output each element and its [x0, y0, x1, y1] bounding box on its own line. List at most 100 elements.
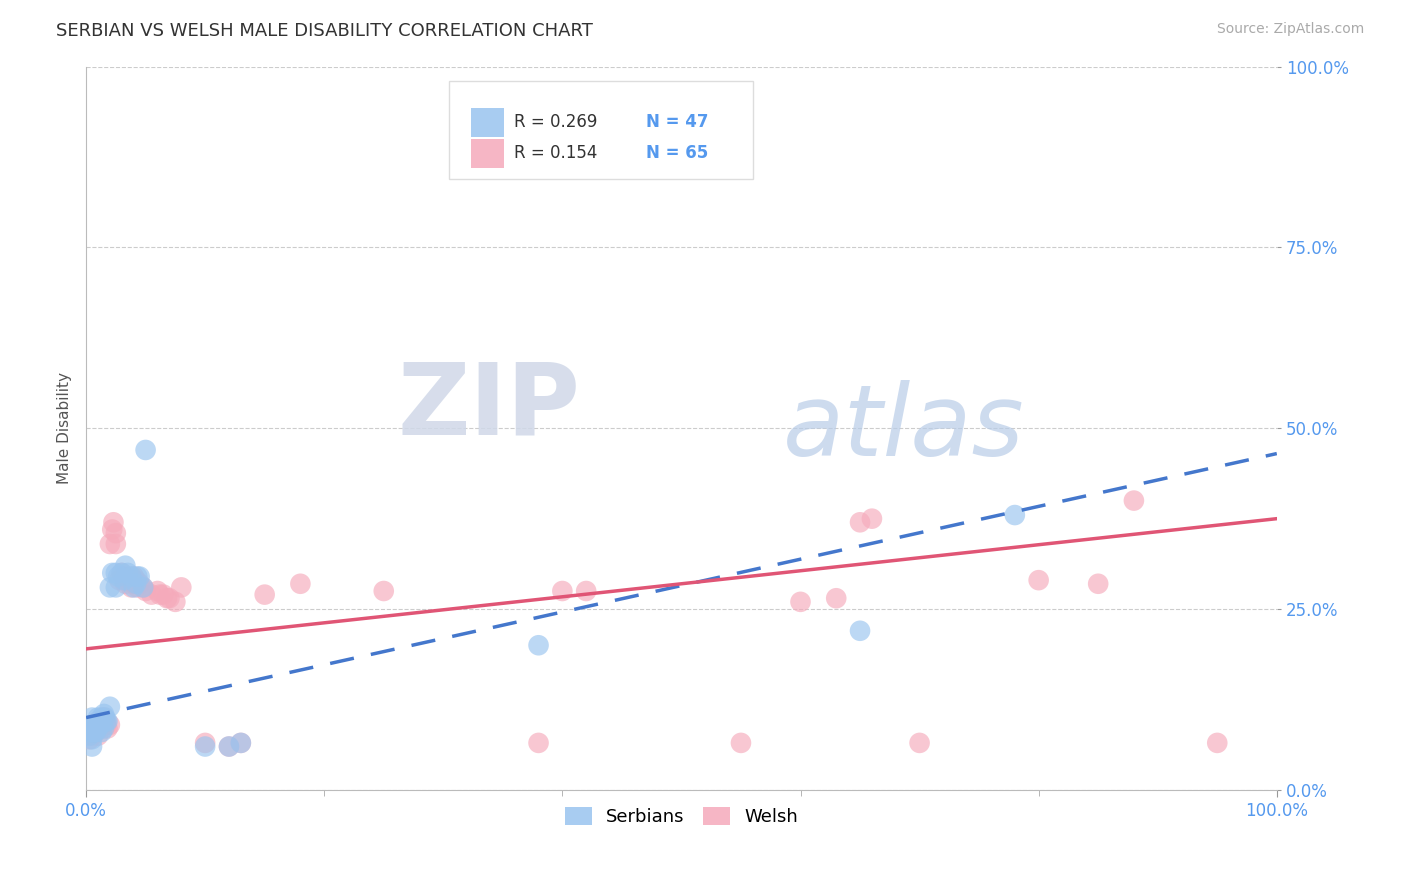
Point [128, 576, 150, 591]
Point [132, 581, 155, 595]
Point [860, 511, 883, 525]
Point [104, 526, 127, 541]
Point [93, 706, 115, 721]
Text: R = 0.269: R = 0.269 [513, 113, 598, 131]
Point [84, 725, 107, 739]
Point [849, 516, 872, 530]
Point [80, 718, 103, 732]
Point [79, 732, 101, 747]
Text: N = 65: N = 65 [645, 145, 709, 162]
Point [89, 718, 111, 732]
Point [575, 584, 598, 599]
Point [112, 569, 135, 583]
Text: N = 47: N = 47 [645, 113, 709, 131]
Point [103, 516, 125, 530]
Point [96, 722, 118, 736]
Point [135, 584, 157, 599]
Point [89, 722, 111, 736]
Point [127, 581, 149, 595]
Text: R = 0.154: R = 0.154 [513, 145, 598, 162]
Point [104, 537, 127, 551]
Point [1028, 573, 1050, 587]
Point [80, 729, 103, 743]
Text: Source: ZipAtlas.com: Source: ZipAtlas.com [1216, 22, 1364, 37]
Point [79, 729, 101, 743]
Point [373, 584, 395, 599]
Point [135, 442, 157, 457]
Point [218, 739, 240, 754]
Point [229, 736, 252, 750]
Point [90, 710, 112, 724]
Point [90, 718, 112, 732]
Point [83, 722, 105, 736]
Point [80, 710, 103, 724]
Point [84, 725, 107, 739]
Point [527, 736, 550, 750]
Point [120, 581, 142, 595]
Point [122, 581, 145, 595]
Point [125, 573, 148, 587]
Point [218, 739, 240, 754]
Point [194, 739, 217, 754]
Point [82, 718, 104, 732]
Point [152, 588, 174, 602]
Point [93, 722, 115, 736]
Point [122, 576, 145, 591]
Point [86, 718, 108, 732]
Y-axis label: Male Disability: Male Disability [58, 372, 72, 484]
Point [98, 581, 121, 595]
Point [125, 576, 148, 591]
Point [165, 595, 187, 609]
Point [108, 573, 131, 587]
Point [114, 558, 136, 573]
Point [114, 576, 136, 591]
Point [94, 714, 117, 729]
Point [194, 736, 217, 750]
FancyBboxPatch shape [450, 81, 752, 178]
Point [111, 566, 134, 580]
Point [101, 523, 124, 537]
Point [157, 591, 180, 606]
Point [146, 584, 169, 599]
Text: SERBIAN VS WELSH MALE DISABILITY CORRELATION CHART: SERBIAN VS WELSH MALE DISABILITY CORRELA… [56, 22, 593, 40]
Point [87, 710, 110, 724]
Point [1004, 508, 1026, 522]
Point [132, 581, 155, 595]
Point [104, 566, 127, 580]
Legend: Serbians, Welsh: Serbians, Welsh [555, 797, 807, 835]
Point [98, 718, 121, 732]
Point [229, 736, 252, 750]
Point [98, 699, 121, 714]
Point [141, 588, 163, 602]
Point [83, 718, 105, 732]
Point [1206, 736, 1229, 750]
Point [83, 725, 105, 739]
Point [527, 638, 550, 652]
Point [117, 573, 139, 587]
Point [80, 732, 103, 747]
Point [128, 569, 150, 583]
Point [101, 566, 124, 580]
Point [551, 584, 574, 599]
Point [89, 718, 111, 732]
FancyBboxPatch shape [471, 139, 503, 168]
Point [1087, 576, 1109, 591]
Point [908, 736, 931, 750]
Point [80, 725, 103, 739]
Point [170, 581, 193, 595]
Point [120, 569, 142, 583]
Point [87, 729, 110, 743]
Point [80, 739, 103, 754]
Point [104, 581, 127, 595]
Point [1122, 493, 1144, 508]
Point [127, 569, 149, 583]
Point [111, 566, 134, 580]
Point [825, 591, 848, 606]
Point [87, 722, 110, 736]
Point [86, 722, 108, 736]
Point [96, 714, 118, 729]
Point [80, 725, 103, 739]
Point [730, 736, 752, 750]
Point [82, 725, 104, 739]
Text: ZIP: ZIP [398, 358, 581, 455]
